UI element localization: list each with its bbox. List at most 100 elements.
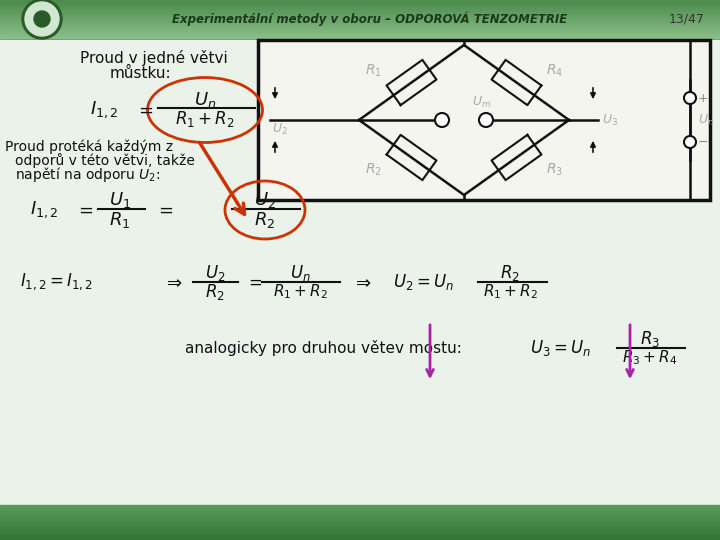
Bar — [0, 519, 720, 520]
Text: $U_n$: $U_n$ — [194, 90, 216, 110]
Bar — [0, 517, 720, 518]
Bar — [0, 14, 720, 15]
Text: $R_1$: $R_1$ — [365, 62, 382, 79]
Text: $=$: $=$ — [135, 101, 153, 119]
Bar — [0, 520, 720, 521]
Bar — [0, 529, 720, 530]
Bar — [0, 514, 720, 515]
Bar — [0, 535, 720, 536]
Bar — [0, 26, 720, 27]
Text: −: − — [698, 136, 708, 148]
Bar — [0, 34, 720, 35]
Bar — [0, 30, 720, 31]
Text: $U_3$: $U_3$ — [602, 112, 618, 127]
Bar — [0, 508, 720, 509]
Bar — [0, 510, 720, 511]
Text: $U_3 = U_n$: $U_3 = U_n$ — [530, 338, 591, 358]
Bar — [0, 5, 720, 6]
Bar — [0, 2, 720, 3]
Bar — [0, 7, 720, 8]
Text: $I_{1,2} = I_{1,2}$: $I_{1,2} = I_{1,2}$ — [20, 272, 93, 292]
Text: $U_n$: $U_n$ — [289, 263, 310, 283]
Bar — [0, 513, 720, 514]
Bar — [0, 33, 720, 34]
Bar — [0, 28, 720, 29]
Text: analogicky pro druhou větev mostu:: analogicky pro druhou větev mostu: — [185, 340, 462, 356]
Text: $R_3$: $R_3$ — [640, 329, 660, 349]
Text: 13/47: 13/47 — [669, 12, 705, 25]
Bar — [0, 11, 720, 12]
Text: $R_2$: $R_2$ — [500, 263, 520, 283]
Bar — [0, 537, 720, 538]
Bar — [0, 533, 720, 534]
Text: Experimentální metody v oboru – ODPOROVÁ TENZOMETRIE: Experimentální metody v oboru – ODPOROVÁ… — [172, 12, 567, 26]
Bar — [0, 536, 720, 537]
Bar — [0, 507, 720, 508]
Bar — [0, 12, 720, 13]
Bar — [0, 8, 720, 9]
Text: $U_1$: $U_1$ — [109, 190, 131, 210]
Bar — [0, 511, 720, 512]
Text: napětí na odporu $U_2$:: napětí na odporu $U_2$: — [15, 165, 161, 185]
Bar — [0, 505, 720, 506]
Text: $R_2$: $R_2$ — [254, 210, 276, 230]
Text: $U_2$: $U_2$ — [254, 190, 276, 210]
Bar — [0, 526, 720, 527]
Text: $U_2$: $U_2$ — [272, 122, 288, 137]
Bar — [0, 532, 720, 533]
Bar — [258, 40, 710, 200]
Text: $=$: $=$ — [245, 273, 262, 291]
Bar — [0, 509, 720, 510]
Text: Proud v jedné větvi: Proud v jedné větvi — [80, 50, 228, 66]
Bar — [0, 516, 720, 517]
Text: $R_4$: $R_4$ — [546, 62, 563, 79]
Bar — [0, 16, 720, 17]
Text: $U_n$: $U_n$ — [698, 112, 714, 127]
Text: +: + — [698, 91, 708, 105]
Text: $I_{1,2}$: $I_{1,2}$ — [90, 100, 119, 120]
Bar — [0, 521, 720, 522]
Bar — [0, 36, 720, 37]
Circle shape — [34, 11, 50, 27]
Bar — [0, 37, 720, 38]
Bar — [0, 19, 720, 20]
Text: $R_1 + R_2$: $R_1 + R_2$ — [175, 109, 235, 129]
Bar — [0, 534, 720, 535]
Bar — [0, 35, 720, 36]
Bar — [0, 538, 720, 539]
Text: Proud protéká každým z: Proud protéká každým z — [5, 140, 173, 154]
Bar — [0, 17, 720, 18]
Text: $R_3$: $R_3$ — [546, 161, 563, 178]
Bar — [0, 0, 720, 1]
Bar — [0, 23, 720, 24]
Bar — [0, 530, 720, 531]
Text: odporů v této větvi, takže: odporů v této větvi, takže — [15, 153, 195, 168]
Text: $R_2$: $R_2$ — [205, 282, 225, 302]
Bar — [0, 20, 720, 21]
Bar — [0, 22, 720, 23]
Bar — [0, 25, 720, 26]
Text: $U_m$: $U_m$ — [472, 94, 491, 110]
Text: můstku:: můstku: — [110, 66, 171, 82]
Text: $R_2$: $R_2$ — [365, 161, 382, 178]
Bar — [0, 515, 720, 516]
Text: $R_1 + R_2$: $R_1 + R_2$ — [273, 282, 328, 301]
Circle shape — [684, 136, 696, 148]
Bar — [0, 4, 720, 5]
Circle shape — [435, 113, 449, 127]
Text: $U_2$: $U_2$ — [204, 263, 225, 283]
Bar — [0, 27, 720, 28]
Bar — [0, 528, 720, 529]
Text: $=$: $=$ — [155, 201, 174, 219]
Bar — [0, 522, 720, 523]
Text: $=$: $=$ — [75, 201, 94, 219]
Bar — [0, 506, 720, 507]
Bar — [0, 539, 720, 540]
Circle shape — [479, 113, 493, 127]
Bar — [0, 24, 720, 25]
Bar — [0, 13, 720, 14]
Text: $\Rightarrow$: $\Rightarrow$ — [352, 273, 372, 291]
Bar — [0, 3, 720, 4]
Bar — [0, 512, 720, 513]
Bar — [0, 524, 720, 525]
